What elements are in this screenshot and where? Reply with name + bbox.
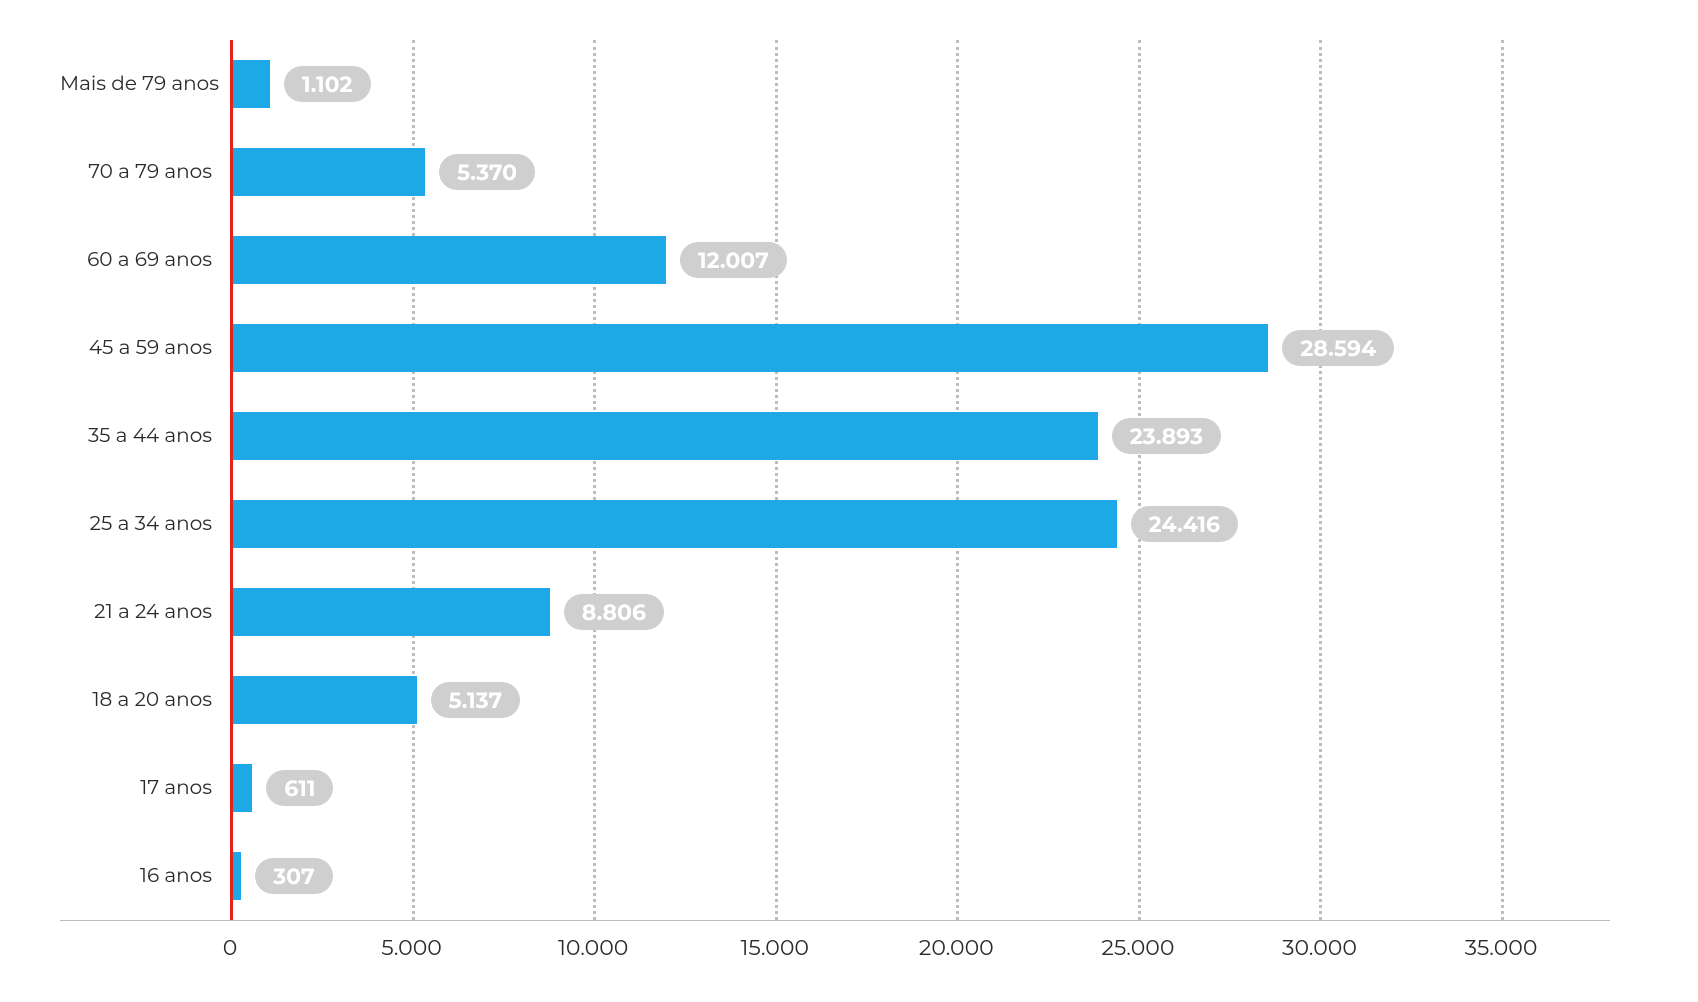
bar-track: 28.594 bbox=[230, 304, 1610, 392]
bar bbox=[230, 60, 270, 108]
chart-row: 45 a 59 anos 28.594 bbox=[60, 304, 1610, 392]
bar bbox=[230, 236, 666, 284]
gridline bbox=[775, 40, 778, 920]
chart-row: 17 anos 611 bbox=[60, 744, 1610, 832]
x-tick-label: 10.000 bbox=[558, 920, 628, 961]
bar bbox=[230, 412, 1098, 460]
chart-row: 35 a 44 anos 23.893 bbox=[60, 392, 1610, 480]
bar bbox=[230, 764, 252, 812]
bar-track: 5.137 bbox=[230, 656, 1610, 744]
value-pill: 611 bbox=[266, 770, 333, 806]
chart-row: 60 a 69 anos 12.007 bbox=[60, 216, 1610, 304]
gridline bbox=[1138, 40, 1141, 920]
x-tick-label: 25.000 bbox=[1101, 920, 1174, 961]
chart-row: 70 a 79 anos 5.370 bbox=[60, 128, 1610, 216]
bar bbox=[230, 588, 550, 636]
bar-track: 8.806 bbox=[230, 568, 1610, 656]
chart-row: 16 anos 307 bbox=[60, 832, 1610, 920]
category-label: 60 a 69 anos bbox=[60, 248, 230, 272]
category-label: 17 anos bbox=[60, 776, 230, 800]
x-tick-label: 30.000 bbox=[1282, 920, 1357, 961]
category-label: 21 a 24 anos bbox=[60, 600, 230, 624]
bar-track: 5.370 bbox=[230, 128, 1610, 216]
gridline bbox=[593, 40, 596, 920]
category-label: 70 a 79 anos bbox=[60, 160, 230, 184]
chart-row: 21 a 24 anos 8.806 bbox=[60, 568, 1610, 656]
x-tick-label: 35.000 bbox=[1465, 920, 1538, 961]
gridline bbox=[1319, 40, 1322, 920]
category-label: 35 a 44 anos bbox=[60, 424, 230, 448]
category-label: 16 anos bbox=[60, 864, 230, 888]
gridline bbox=[1501, 40, 1504, 920]
value-pill: 1.102 bbox=[284, 66, 370, 102]
x-tick-label: 15.000 bbox=[740, 920, 809, 961]
value-pill: 12.007 bbox=[680, 242, 787, 278]
bar bbox=[230, 148, 425, 196]
gridline bbox=[956, 40, 959, 920]
x-tick-label: 5.000 bbox=[381, 920, 442, 961]
bar bbox=[230, 324, 1268, 372]
value-pill: 23.893 bbox=[1112, 418, 1221, 454]
chart-row: 18 a 20 anos 5.137 bbox=[60, 656, 1610, 744]
category-label: Mais de 79 anos bbox=[60, 72, 230, 96]
category-label: 18 a 20 anos bbox=[60, 688, 230, 712]
value-pill: 8.806 bbox=[564, 594, 664, 630]
x-tick-label: 0 bbox=[223, 920, 238, 961]
x-tick-label: 20.000 bbox=[919, 920, 994, 961]
category-label: 25 a 34 anos bbox=[60, 512, 230, 536]
value-pill: 24.416 bbox=[1131, 506, 1238, 542]
bar-track: 1.102 bbox=[230, 40, 1610, 128]
chart-row: Mais de 79 anos 1.102 bbox=[60, 40, 1610, 128]
plot-area: 05.00010.00015.00020.00025.00030.00035.0… bbox=[60, 40, 1610, 921]
y-axis-line bbox=[230, 40, 233, 920]
bar-track: 307 bbox=[230, 832, 1610, 920]
bar-track: 611 bbox=[230, 744, 1610, 832]
value-pill: 28.594 bbox=[1282, 330, 1394, 366]
bar bbox=[230, 500, 1117, 548]
bar bbox=[230, 676, 417, 724]
bar-track: 12.007 bbox=[230, 216, 1610, 304]
age-distribution-chart: 05.00010.00015.00020.00025.00030.00035.0… bbox=[60, 40, 1638, 921]
value-pill: 5.370 bbox=[439, 154, 535, 190]
bar-track: 23.893 bbox=[230, 392, 1610, 480]
value-pill: 5.137 bbox=[431, 682, 521, 718]
category-label: 45 a 59 anos bbox=[60, 336, 230, 360]
value-pill: 307 bbox=[255, 858, 333, 894]
bar-track: 24.416 bbox=[230, 480, 1610, 568]
chart-row: 25 a 34 anos 24.416 bbox=[60, 480, 1610, 568]
